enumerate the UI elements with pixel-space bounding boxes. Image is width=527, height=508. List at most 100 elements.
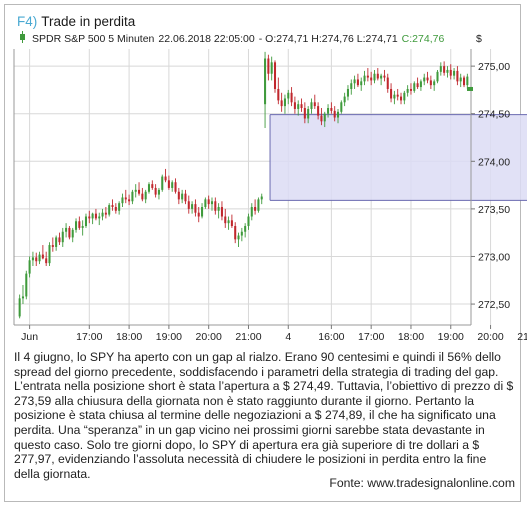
candle: [144, 189, 147, 204]
x-tick-label: 4: [285, 331, 291, 343]
candle: [237, 232, 240, 247]
y-tick-label: 273,50: [478, 204, 510, 216]
candle-body: [124, 197, 127, 200]
candle-body: [78, 221, 81, 228]
candle: [436, 69, 439, 84]
candle: [214, 197, 217, 215]
candle-body: [267, 58, 270, 74]
candle-body: [84, 216, 88, 227]
candle-body: [144, 191, 147, 200]
candle: [363, 70, 366, 86]
candle: [230, 214, 233, 228]
candle-body: [376, 73, 379, 79]
candle-body: [423, 77, 426, 82]
candle: [330, 102, 333, 114]
candle: [283, 94, 286, 114]
candle: [101, 208, 104, 221]
candle: [154, 184, 157, 198]
candle: [244, 223, 247, 238]
candle-body: [307, 108, 310, 119]
figure-title: Trade in perdita: [41, 14, 136, 29]
header-datetime: 22.06.2018 22:05:00: [158, 33, 255, 45]
candle-body: [370, 77, 373, 81]
candle: [161, 174, 164, 192]
candle: [353, 75, 356, 89]
candle: [406, 85, 409, 97]
candle-body: [75, 221, 78, 230]
candle-body: [108, 205, 111, 215]
candle-body: [167, 180, 170, 188]
candle-body: [28, 260, 31, 274]
candle: [194, 199, 197, 217]
candle: [310, 98, 313, 114]
figure-title-row: F4) Trade in perdita: [17, 14, 135, 29]
candle-body: [293, 102, 296, 109]
candle-body: [181, 193, 184, 200]
candle-body: [277, 88, 280, 101]
candle-body: [343, 96, 346, 103]
candle-body: [350, 83, 353, 89]
candle-body: [197, 212, 200, 217]
candle-body: [114, 206, 117, 211]
y-tick-label: 275,00: [478, 61, 510, 73]
candle-body: [373, 73, 376, 81]
candle: [260, 193, 263, 205]
candle-body: [287, 92, 290, 99]
candle: [55, 235, 58, 251]
candle-body: [336, 111, 340, 118]
candle-body: [41, 254, 44, 259]
candle-body: [18, 298, 21, 317]
candle-body: [260, 196, 263, 200]
candle-body: [264, 58, 267, 105]
candle: [327, 104, 330, 118]
candle-body: [356, 79, 359, 86]
candle: [98, 212, 101, 226]
candle-body: [91, 213, 94, 219]
candle-body: [38, 254, 41, 262]
candle: [380, 73, 383, 86]
candle-body: [327, 108, 330, 114]
y-tick-label: 272,50: [478, 299, 510, 311]
candle: [94, 208, 97, 221]
candle-body: [250, 206, 253, 217]
candle: [41, 245, 44, 260]
candle: [333, 106, 336, 122]
candle: [346, 85, 349, 101]
candle: [28, 256, 31, 278]
candle: [111, 199, 114, 211]
candle: [446, 66, 449, 78]
candle-body: [35, 257, 38, 262]
candle-body: [187, 201, 190, 209]
candle-body: [390, 88, 393, 99]
candle-body: [138, 189, 141, 194]
axis-unit: $: [476, 33, 482, 45]
candle: [191, 201, 194, 214]
candle: [171, 180, 174, 192]
candle-body: [383, 75, 386, 78]
candle: [443, 61, 446, 76]
candle: [45, 251, 48, 266]
candle: [81, 220, 84, 236]
candle-body: [191, 204, 194, 209]
candle-body: [161, 176, 164, 190]
x-tick-label: 20:00: [477, 331, 503, 343]
candle: [65, 223, 68, 238]
candle-body: [406, 88, 409, 93]
candle: [426, 71, 429, 84]
candle: [210, 197, 214, 211]
candle-body: [303, 108, 306, 119]
candle-body: [214, 201, 217, 211]
candle-body: [118, 203, 121, 211]
candle-body: [104, 212, 107, 215]
candle-body: [439, 66, 442, 72]
candle: [439, 62, 442, 76]
candle-body: [433, 81, 436, 86]
candle: [58, 232, 61, 246]
candle: [234, 222, 237, 244]
candle-body: [31, 257, 34, 261]
candle: [423, 73, 426, 86]
candle: [376, 68, 379, 81]
candle-body: [426, 77, 429, 81]
header-close: C:274,76: [402, 33, 445, 45]
candle-body: [446, 69, 449, 73]
